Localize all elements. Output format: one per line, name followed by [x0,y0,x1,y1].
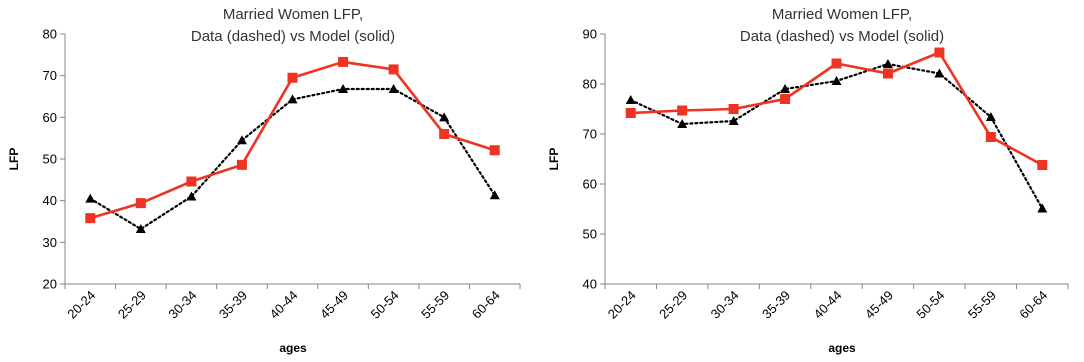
y-tick-label: 70 [43,68,57,83]
series-data-dotted [625,59,1048,213]
y-tick-label: 40 [583,277,597,292]
x-tick-label: 25-29 [115,288,149,322]
data-point-square [388,64,399,75]
data-point-square [135,198,146,209]
data-point-triangle [489,190,500,200]
x-tick-label: 50-54 [368,288,402,322]
data-point-triangle [882,59,893,68]
y-axis-label: LFP [7,148,21,171]
x-tick-label: 40-44 [267,288,301,322]
x-tick-label: 35-39 [759,288,793,322]
series-line [89,87,496,231]
series-line [89,60,496,220]
y-tick-label: 60 [583,177,597,192]
y-tick-label: 30 [43,235,57,250]
chart-title-line-2: Data (dashed) vs Model (solid) [740,28,944,45]
x-tick-label: 45-49 [862,288,896,322]
x-tick-label: 50-54 [913,288,947,322]
y-tick-label: 90 [583,27,597,42]
data-point-square [831,58,842,69]
data-point-triangle [831,76,842,85]
x-tick-label: 25-29 [656,288,690,322]
data-point-square [677,105,688,116]
x-tick-label: 20-24 [605,288,639,322]
data-point-square [338,56,349,67]
y-tick-label: 70 [583,127,597,142]
y-axis-label: LFP [547,148,561,171]
x-tick-label: 45-49 [317,288,351,322]
x-tick-label: 55-59 [418,288,452,322]
y-tick-label: 50 [43,152,57,167]
series-line [629,62,1044,210]
data-point-triangle [85,193,96,203]
data-point-square [287,72,298,83]
x-axis-label: ages [279,341,307,355]
y-tick-label: 20 [43,277,57,292]
data-point-triangle [934,68,945,78]
data-point-square [1037,160,1048,170]
data-point-triangle [287,94,298,104]
x-tick-label: 30-34 [165,288,199,322]
x-tick-label: 35-39 [216,288,250,322]
data-point-square [985,132,996,142]
data-point-square [236,159,247,170]
x-axis-label: ages [828,341,856,355]
data-point-triangle [1037,203,1048,213]
data-point-square [728,104,739,114]
data-point-triangle [780,84,791,93]
data-point-triangle [625,95,636,104]
data-point-square [625,108,636,118]
chart-title-line-1: Married Women LFP, [223,6,363,23]
y-tick-label: 60 [43,110,57,125]
data-point-triangle [728,116,739,125]
data-point-square [780,94,791,104]
data-point-square [439,129,450,139]
x-tick-label: 55-59 [965,288,999,322]
chart-right: Married Women LFP, Data (dashed) vs Model… [547,6,1069,355]
y-tick-label: 80 [43,27,57,42]
y-tick-label: 80 [583,77,597,92]
chart-title-line-1: Married Women LFP, [772,6,912,23]
y-tick-label: 50 [583,227,597,242]
chart-left: Married Women LFP, Data (dashed) vs Model… [7,6,521,355]
data-point-triangle [677,119,688,128]
data-point-triangle [135,224,146,233]
data-point-triangle [338,84,349,93]
x-tick-label: 40-44 [811,288,845,322]
data-point-square [934,47,945,58]
data-point-triangle [439,112,450,122]
data-point-triangle [186,191,197,201]
series-data-dotted [85,84,500,233]
series-model-solid [85,56,500,224]
data-point-triangle [236,135,247,145]
x-tick-label: 60-64 [1016,288,1050,322]
x-tick-label: 60-64 [469,288,503,322]
data-point-square [186,176,197,187]
data-point-triangle [985,112,996,121]
y-tick-label: 40 [43,193,57,208]
data-point-square [882,68,893,79]
data-point-square [85,213,96,224]
x-tick-label: 30-34 [708,288,742,322]
series-model-solid [625,47,1048,170]
data-point-triangle [388,84,399,93]
chart-title-line-2: Data (dashed) vs Model (solid) [191,28,395,45]
data-point-square [489,145,500,156]
x-tick-label: 20-24 [64,288,98,322]
